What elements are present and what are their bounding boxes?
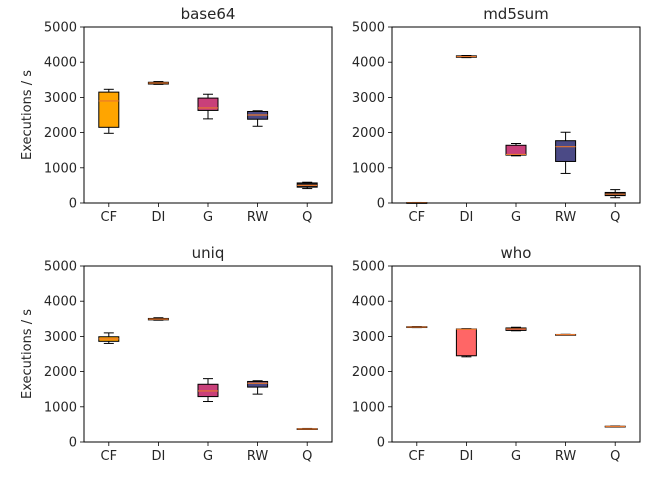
box-body	[555, 140, 577, 162]
x-tick-label: Q	[610, 449, 620, 464]
box-Q	[604, 425, 626, 428]
box-CF	[98, 88, 120, 134]
y-tick-label: 0	[377, 436, 385, 451]
box-RW	[247, 110, 269, 127]
y-tick-label: 3000	[44, 330, 77, 345]
box-CF	[98, 332, 120, 344]
box-body	[98, 91, 120, 128]
box-RW	[555, 333, 577, 336]
y-tick-label: 2000	[352, 126, 385, 141]
y-tick-label: 2000	[352, 365, 385, 380]
y-axis-label: Executions / s	[20, 70, 35, 160]
axes-frame	[83, 265, 333, 443]
panel-title: uniq	[192, 244, 225, 262]
x-tick-label: CF	[101, 210, 118, 225]
x-tick-label: RW	[555, 210, 577, 225]
y-tick-label: 1000	[44, 400, 77, 415]
y-tick-label: 3000	[352, 91, 385, 106]
axes-frame	[391, 26, 641, 204]
y-tick-label: 1000	[352, 400, 385, 415]
box-DI	[455, 55, 477, 59]
axes-frame	[391, 265, 641, 443]
y-tick-label: 4000	[44, 56, 77, 71]
y-tick-label: 4000	[44, 295, 77, 310]
x-tick-label: Q	[302, 449, 312, 464]
x-tick-label: RW	[247, 210, 269, 225]
box-G	[197, 93, 219, 120]
box-DI	[455, 328, 477, 358]
panel-title: md5sum	[483, 5, 549, 23]
box-RW	[555, 131, 577, 174]
box-Q	[296, 427, 318, 431]
y-tick-label: 0	[69, 197, 77, 212]
y-tick-label: 0	[69, 436, 77, 451]
x-tick-label: G	[511, 210, 521, 225]
box-DI	[147, 317, 169, 321]
box-body	[247, 380, 269, 388]
x-tick-label: Q	[302, 210, 312, 225]
y-tick-label: 5000	[44, 21, 77, 36]
x-tick-label: RW	[555, 449, 577, 464]
box-RW	[247, 380, 269, 395]
y-tick-label: 1000	[352, 161, 385, 176]
x-tick-label: CF	[101, 449, 118, 464]
y-tick-label: 0	[377, 197, 385, 212]
box-G	[197, 378, 219, 403]
x-tick-label: DI	[459, 210, 473, 225]
box-body	[455, 328, 477, 357]
y-tick-label: 4000	[352, 56, 385, 71]
box-G	[505, 326, 527, 332]
box-CF	[406, 326, 428, 329]
box-G	[505, 143, 527, 157]
x-tick-label: G	[203, 449, 213, 464]
y-axis-label: Executions / s	[20, 309, 35, 399]
axes-frame	[83, 26, 333, 204]
box-Q	[604, 189, 626, 199]
x-tick-label: Q	[610, 210, 620, 225]
y-tick-label: 3000	[44, 91, 77, 106]
y-tick-label: 3000	[352, 330, 385, 345]
y-tick-label: 5000	[44, 260, 77, 275]
x-tick-label: DI	[459, 449, 473, 464]
y-tick-label: 2000	[44, 126, 77, 141]
x-tick-label: G	[203, 210, 213, 225]
x-tick-label: DI	[151, 449, 165, 464]
y-tick-label: 2000	[44, 365, 77, 380]
box-body	[197, 97, 219, 111]
box-Q	[296, 181, 318, 190]
box-DI	[147, 81, 169, 85]
x-tick-label: G	[511, 449, 521, 464]
x-tick-label: DI	[151, 210, 165, 225]
y-tick-label: 5000	[352, 260, 385, 275]
panel-title: who	[501, 244, 532, 262]
x-tick-label: CF	[409, 449, 426, 464]
box-body	[505, 144, 527, 156]
x-tick-label: RW	[247, 449, 269, 464]
panel-title: base64	[181, 5, 236, 23]
y-tick-label: 5000	[352, 21, 385, 36]
x-tick-label: CF	[409, 210, 426, 225]
y-tick-label: 1000	[44, 161, 77, 176]
y-tick-label: 4000	[352, 295, 385, 310]
